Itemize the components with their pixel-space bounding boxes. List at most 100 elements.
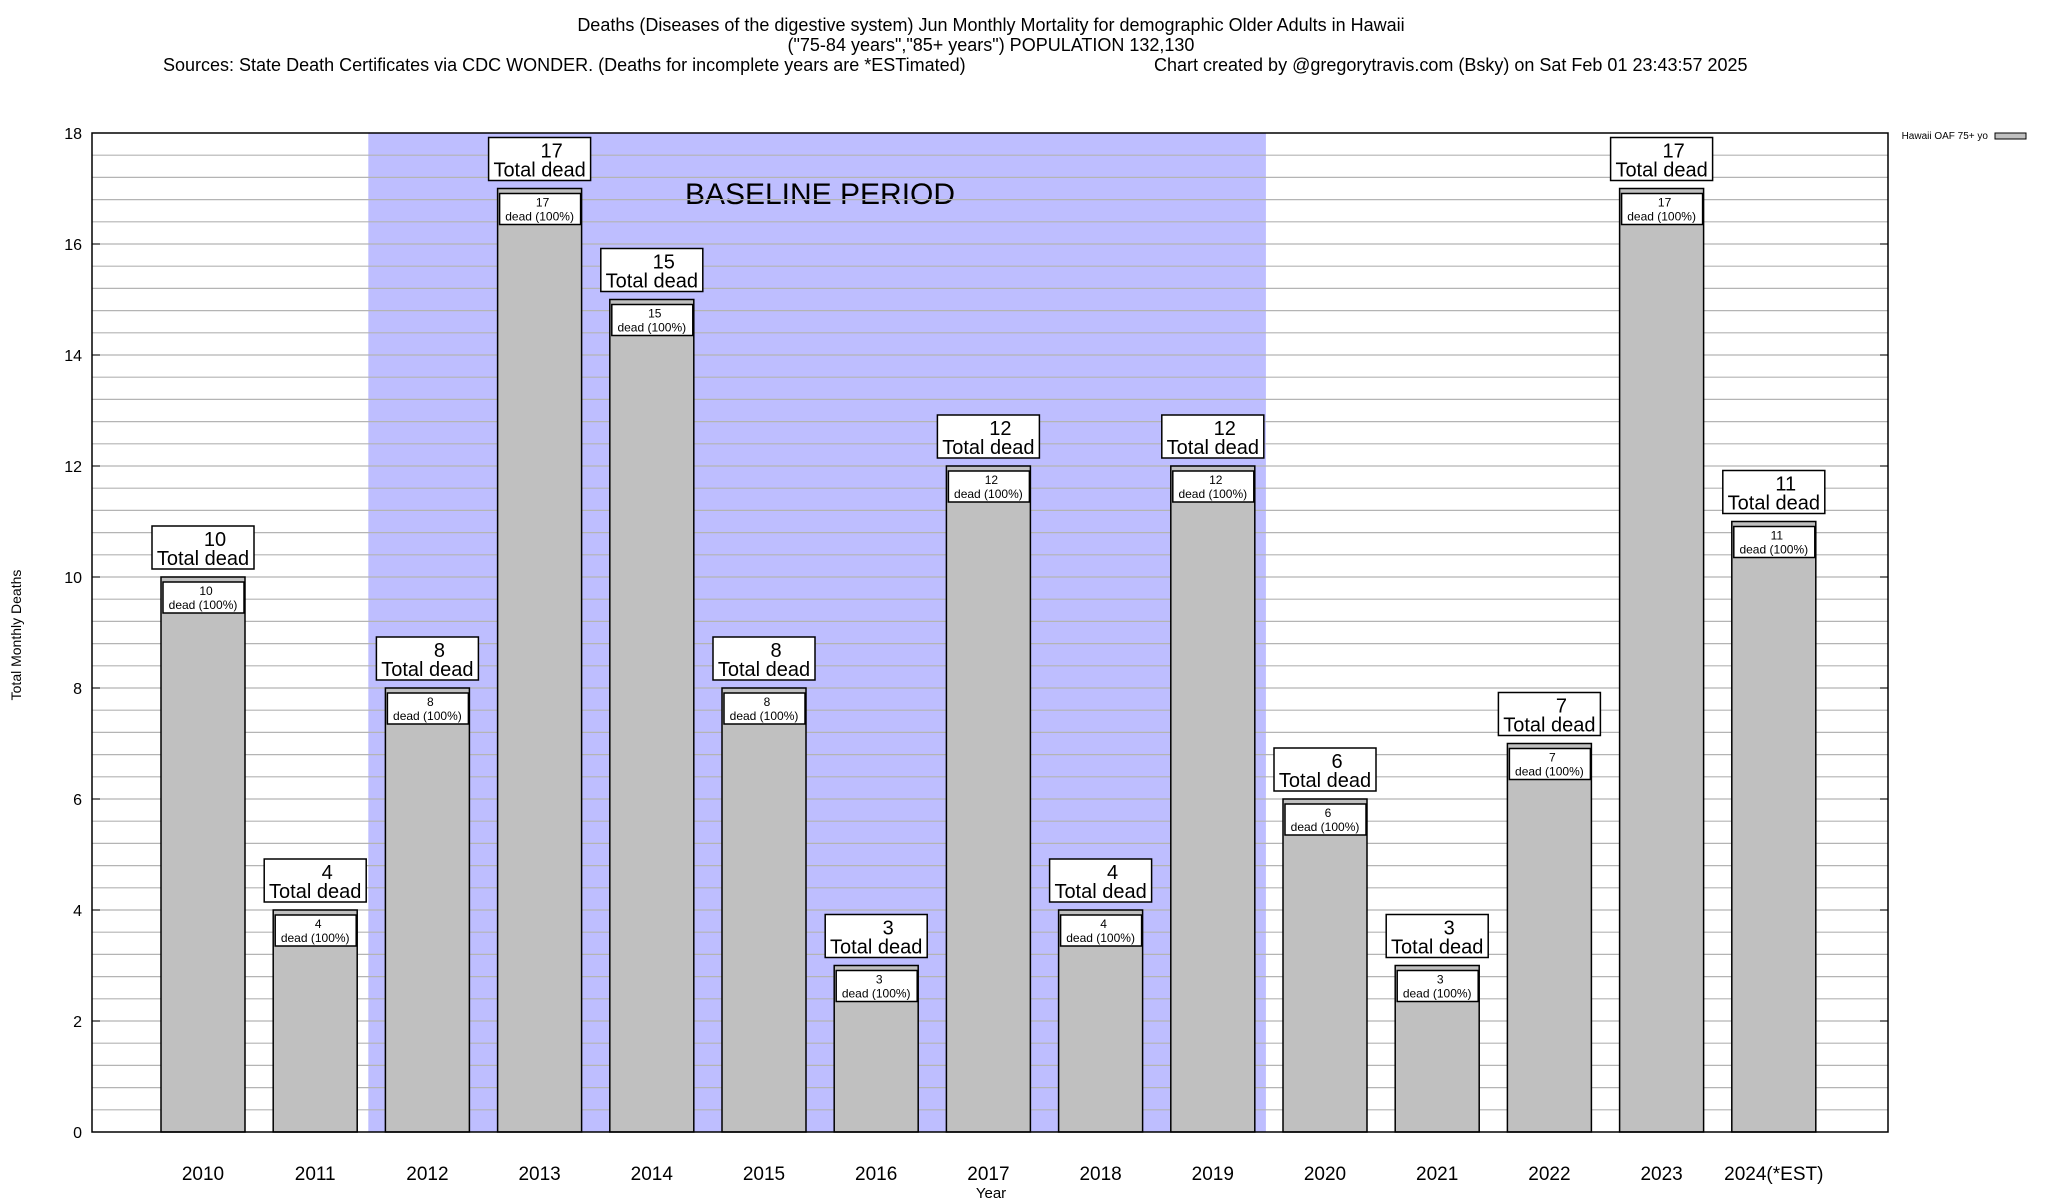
bar-total-label-box (151, 525, 255, 570)
bar (1506, 742, 1593, 1133)
legend: Hawaii OAF 75+ yo (1902, 131, 2027, 142)
bar-total-value: 17 (1662, 141, 1684, 163)
bar-total-label: Total dead (1503, 715, 1595, 737)
x-tick-label: 2024(*EST) (1724, 1164, 1823, 1185)
chart-titles: Deaths (Diseases of the digestive system… (163, 15, 1748, 75)
bar-total-label: Total dead (1054, 881, 1146, 903)
bar-inner-label-box (611, 303, 694, 337)
bar-total-label-box (600, 247, 704, 293)
bar-inner-value: 8 (764, 695, 771, 709)
legend-swatch (1994, 132, 2027, 140)
bar (496, 187, 583, 1133)
bar-inner-label: dead (100%) (1291, 820, 1360, 834)
bar-total-label-box (1722, 469, 1826, 515)
bar-inner-label-box (723, 692, 806, 725)
y-tick-label: 16 (64, 237, 82, 254)
chart-credit: Chart created by @gregorytravis.com (Bsk… (1154, 55, 1748, 75)
x-tick-label: 2016 (855, 1164, 897, 1185)
legend-label: Hawaii OAF 75+ yo (1902, 131, 1989, 142)
x-tick-label: 2014 (631, 1164, 674, 1185)
baseline-label: BASELINE PERIOD (685, 178, 955, 211)
bar-inner-label: dead (100%) (617, 321, 686, 335)
bar-total-label-box (1385, 913, 1489, 959)
bar (1282, 798, 1368, 1133)
bar-total-label: Total dead (1728, 493, 1820, 515)
bar (609, 298, 695, 1133)
chart-subtitle: ("75-84 years","85+ years") POPULATION 1… (788, 35, 1195, 55)
bar-inner-label: dead (100%) (1627, 210, 1696, 224)
bar-inner-label-box (1172, 470, 1255, 503)
x-tick-label: 2013 (518, 1164, 560, 1185)
bar (1170, 465, 1256, 1133)
bar-inner-label-box (1284, 803, 1367, 836)
bar-total-value: 4 (322, 862, 333, 884)
bar-total-value: 8 (770, 640, 781, 662)
axes: 0 2 4 6 8 10 12 14 16 18 (64, 126, 1889, 1142)
bar-total-value: 8 (434, 640, 445, 662)
bar-inner-value: 3 (1437, 973, 1444, 987)
x-tick-label: 2010 (182, 1164, 224, 1185)
bar-total-label-box (1273, 747, 1377, 792)
bar-inner-value: 12 (1209, 473, 1223, 487)
bar-total-label-box (1497, 691, 1602, 737)
x-tick-label: 2012 (406, 1164, 448, 1185)
x-tick-label: 2023 (1640, 1164, 1682, 1185)
y-tick-label: 12 (64, 459, 82, 476)
bar-total-label-box (1048, 858, 1153, 903)
y-tick-label: 8 (73, 681, 82, 698)
bar-total-value: 17 (540, 141, 562, 163)
x-axis-label: Year (976, 1185, 1006, 1200)
bar-inner-label: dead (100%) (730, 709, 799, 723)
chart-sources: Sources: State Death Certificates via CD… (163, 55, 966, 75)
y-axis-label: Total Monthly Deaths (8, 570, 24, 701)
bar-inner-value: 7 (1549, 751, 1556, 765)
bar-total-value: 3 (883, 918, 894, 940)
bar-total-label: Total dead (157, 548, 249, 570)
bar-total-label: Total dead (1615, 160, 1707, 182)
x-tick-label: 2019 (1192, 1164, 1234, 1185)
bar-inner-value: 15 (648, 307, 662, 321)
bar-inner-label-box (1620, 192, 1704, 226)
bar-total-label: Total dead (718, 659, 810, 681)
bar-inner-label: dead (100%) (842, 987, 911, 1001)
bar-total-label: Total dead (942, 437, 1034, 459)
bar-inner-value: 4 (315, 917, 322, 931)
bar-inner-label: dead (100%) (169, 598, 238, 612)
bar-inner-label: dead (100%) (393, 709, 462, 723)
bar-inner-value: 10 (199, 584, 213, 598)
bar-total-label-box (936, 414, 1041, 459)
bar-total-value: 15 (653, 252, 675, 274)
bar-inner-label-box (498, 192, 582, 226)
bar (272, 909, 358, 1133)
bar-inner-label-box (1733, 525, 1816, 559)
bar (1731, 520, 1817, 1133)
bar-total-label: Total dead (1279, 770, 1371, 792)
bar (1618, 187, 1705, 1133)
x-tick-label: 2021 (1416, 1164, 1458, 1185)
bar (945, 465, 1032, 1133)
bar-total-value: 7 (1556, 696, 1567, 718)
bar (1057, 909, 1144, 1133)
bar-inner-label: dead (100%) (1515, 765, 1584, 779)
bar-inner-label-box (386, 692, 470, 725)
bar-total-value: 10 (204, 529, 226, 551)
bar-inner-value: 8 (427, 695, 434, 709)
bar-total-value: 4 (1107, 862, 1118, 884)
plot-frame (91, 132, 1889, 1133)
y-tick-label: 10 (64, 570, 82, 587)
bar-inner-label: dead (100%) (1066, 931, 1135, 945)
bar-total-label-box (487, 136, 592, 182)
bar-inner-label-box (1059, 914, 1143, 947)
bar-inner-value: 4 (1100, 917, 1107, 931)
